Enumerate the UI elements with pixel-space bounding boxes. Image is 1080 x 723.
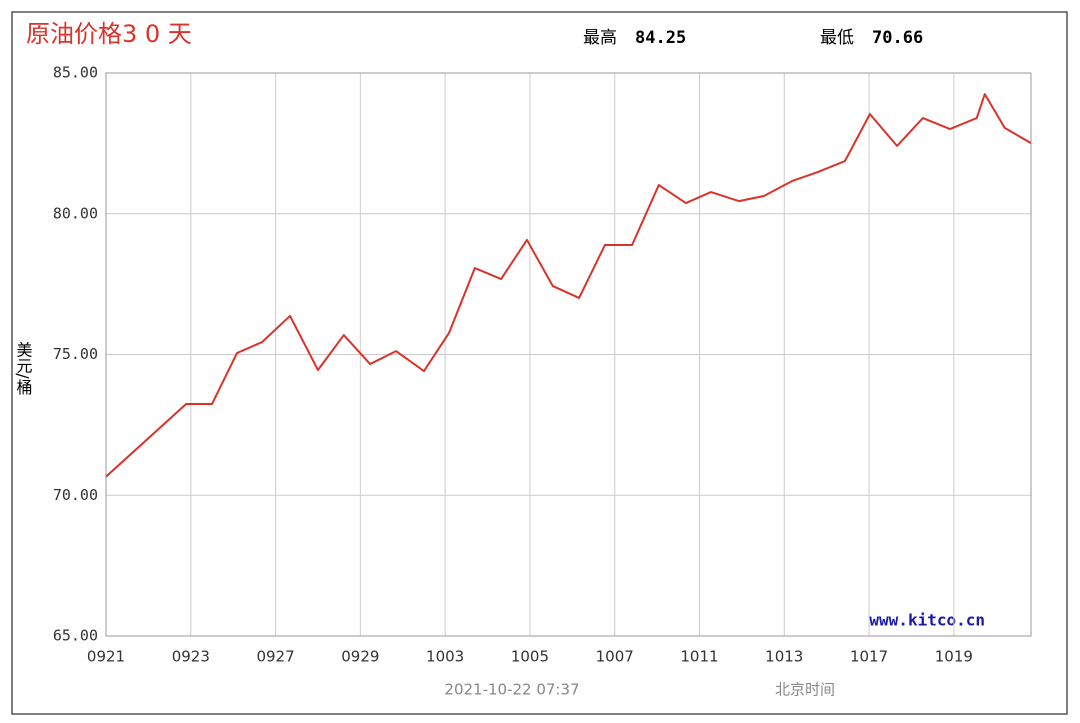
y-axis-label: 美元/桶 (14, 341, 33, 394)
x-tick-label: 0929 (341, 648, 379, 666)
high-label: 最高 (583, 28, 617, 48)
x-tick-label: 1013 (765, 648, 803, 666)
chart-title: 原油价格3 0 天 (26, 20, 192, 48)
price-line (105, 93, 1032, 478)
watermark: www.kitco.cn (869, 611, 985, 630)
high-value: 84.25 (635, 28, 686, 48)
timestamp: 2021-10-22 07:37 (444, 681, 579, 699)
timezone: 北京时间 (775, 681, 835, 699)
x-tick-label: 0927 (256, 648, 294, 666)
low-label: 最低 (820, 28, 854, 48)
y-tick-label: 80.00 (53, 204, 98, 222)
x-tick-label: 1007 (596, 648, 634, 666)
x-tick-label: 1017 (850, 648, 888, 666)
x-tick-label: 1019 (935, 648, 973, 666)
x-tick-label: 0921 (87, 648, 125, 666)
x-tick-label: 0923 (172, 648, 210, 666)
low-value: 70.66 (872, 28, 923, 48)
x-tick-label: 1005 (511, 648, 549, 666)
y-tick-label: 85.00 (53, 64, 98, 82)
plot-border (105, 72, 1032, 637)
y-tick-label: 75.00 (53, 345, 98, 363)
y-tick-label: 70.00 (53, 486, 98, 504)
x-tick-label: 1011 (680, 648, 718, 666)
y-tick-label: 65.00 (53, 627, 98, 645)
frame (11, 11, 1068, 715)
x-tick-label: 1003 (426, 648, 464, 666)
